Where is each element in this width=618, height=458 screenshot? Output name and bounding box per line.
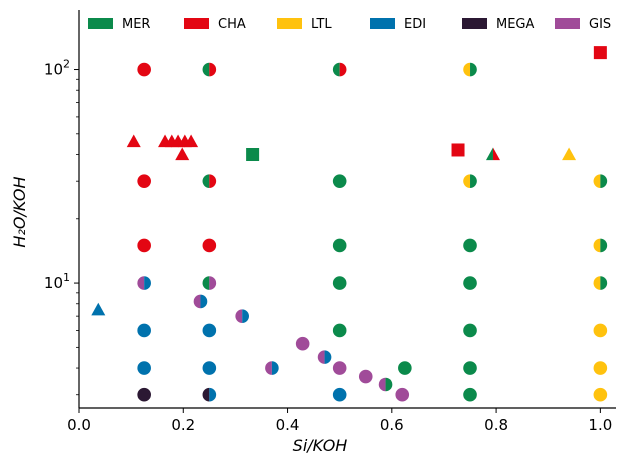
- square-point: [593, 46, 607, 60]
- triangle-point: [126, 134, 141, 148]
- circle-point: [593, 238, 608, 253]
- circle-point: [137, 361, 151, 375]
- square-point: [451, 143, 465, 157]
- circle-point: [235, 309, 249, 323]
- circle-point: [463, 276, 477, 290]
- y-tick-label: 102: [44, 58, 70, 79]
- legend-label-edi: EDI: [404, 17, 426, 32]
- y-axis-ticks: 101 102: [44, 58, 79, 396]
- circle-point: [358, 369, 373, 384]
- circle-point: [378, 377, 393, 392]
- circle-point: [202, 276, 217, 290]
- circle-point: [398, 361, 412, 375]
- circle-point: [332, 323, 347, 338]
- circle-point: [295, 336, 310, 351]
- legend: MER CHA LTL EDI MEGA GIS: [88, 17, 611, 32]
- circle-point: [593, 323, 608, 338]
- circle-point: [332, 387, 347, 402]
- legend-label-mer: MER: [122, 17, 150, 32]
- circle-point: [202, 62, 217, 77]
- circle-point: [463, 323, 477, 338]
- x-tick-label: 0.4: [276, 416, 300, 434]
- circle-point: [202, 174, 217, 188]
- x-tick-label: 1.0: [588, 416, 612, 434]
- circle-point: [317, 350, 332, 364]
- triangle-point: [175, 147, 190, 161]
- triangle-point: [91, 302, 106, 316]
- circle-point: [193, 294, 208, 309]
- circle-point: [137, 276, 151, 290]
- circle-point: [332, 276, 347, 290]
- circle-point: [593, 174, 608, 188]
- x-tick-label: 0.2: [171, 416, 195, 434]
- legend-swatch-ltl: [277, 18, 302, 29]
- circle-point: [332, 361, 347, 375]
- legend-label-cha: CHA: [218, 17, 246, 32]
- circle-point: [593, 276, 608, 290]
- triangle-point: [184, 134, 199, 148]
- circle-point: [593, 361, 608, 375]
- circle-point: [463, 174, 477, 188]
- circle-point: [463, 387, 477, 402]
- circle-point: [332, 238, 347, 253]
- circle-point: [137, 323, 151, 338]
- circle-point: [332, 62, 347, 77]
- triangle-point: [562, 147, 577, 161]
- triangle-point: [485, 147, 500, 161]
- legend-swatch-edi: [370, 18, 395, 29]
- data-points: [91, 46, 608, 402]
- x-tick-label: 0.8: [484, 416, 508, 434]
- x-tick-label: 0.6: [380, 416, 404, 434]
- legend-swatch-gis: [555, 18, 580, 29]
- circle-point: [202, 323, 217, 338]
- circle-point: [593, 387, 608, 402]
- circle-point: [463, 361, 477, 375]
- legend-label-mega: MEGA: [496, 17, 535, 32]
- circle-point: [463, 238, 477, 253]
- axes: [78, 10, 616, 409]
- circle-point: [332, 174, 347, 188]
- circle-point: [137, 174, 151, 188]
- legend-swatch-cha: [184, 18, 209, 29]
- x-tick-label: 0.0: [67, 416, 91, 434]
- circle-point: [137, 238, 151, 253]
- circle-point: [202, 387, 217, 402]
- circle-point: [463, 62, 477, 77]
- circle-point: [265, 361, 279, 375]
- x-axis-ticks: 0.0 0.2 0.4 0.6 0.8 1.0: [67, 408, 612, 434]
- legend-label-gis: GIS: [589, 17, 611, 32]
- circle-point: [202, 238, 217, 253]
- square-point: [246, 148, 260, 162]
- legend-label-ltl: LTL: [311, 17, 332, 32]
- legend-swatch-mer: [88, 18, 113, 29]
- legend-swatch-mega: [462, 18, 487, 29]
- x-axis-label: Si/KOH: [293, 436, 348, 455]
- y-axis-label: H₂O/KOH: [10, 176, 29, 247]
- y-tick-label: 101: [44, 271, 70, 292]
- circle-point: [395, 387, 410, 402]
- circle-point: [202, 361, 217, 375]
- circle-point: [137, 387, 151, 402]
- circle-point: [137, 62, 151, 77]
